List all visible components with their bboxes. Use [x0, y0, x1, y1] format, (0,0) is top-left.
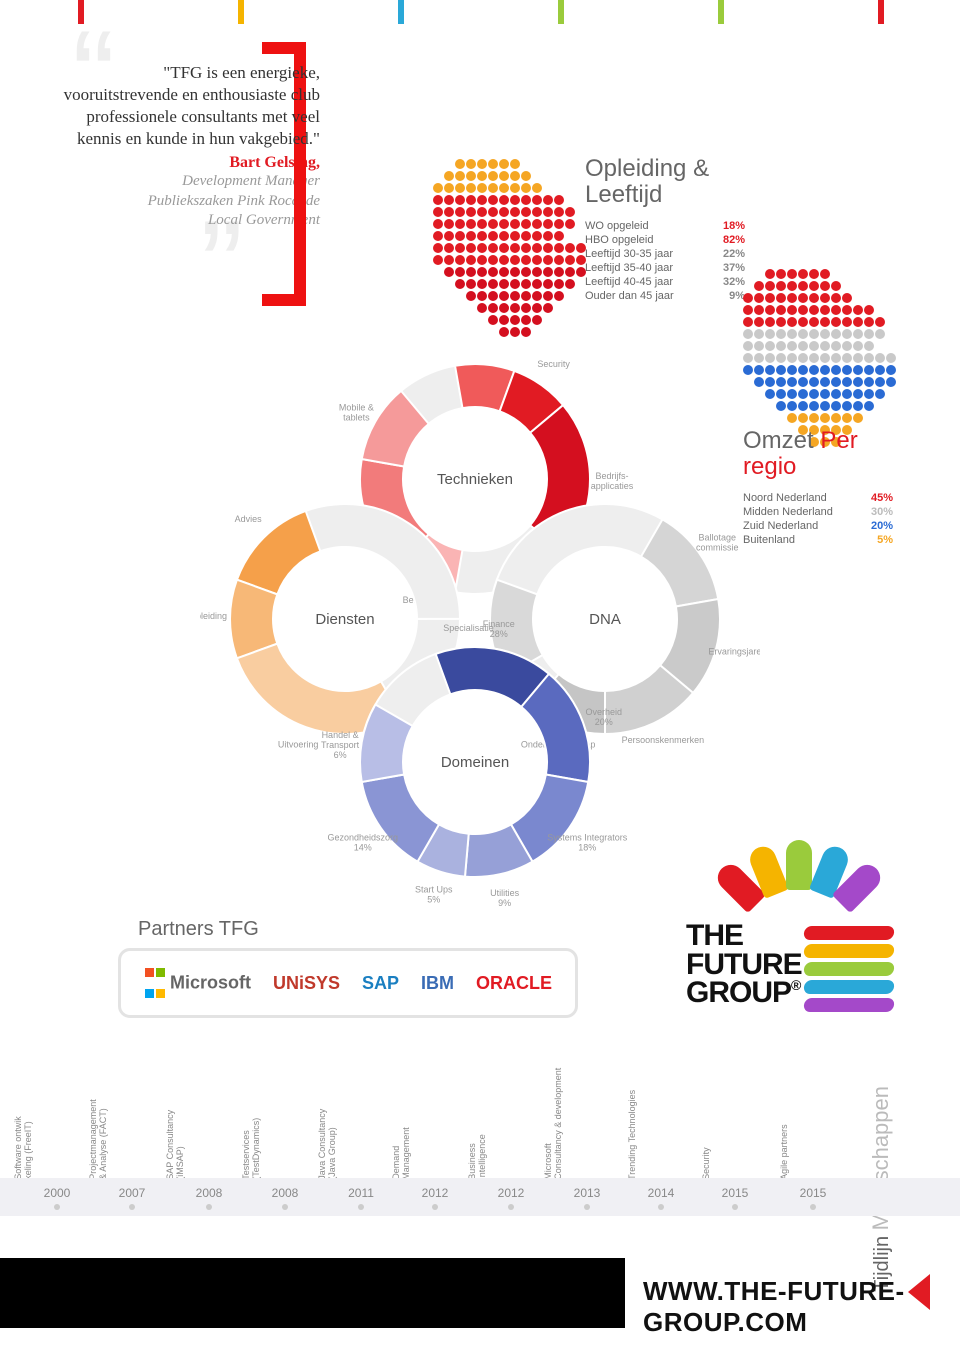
footer: WWW.THE-FUTURE-GROUP.COM [0, 1258, 960, 1328]
omzet-title: Omzet Per regio [743, 428, 893, 481]
svg-text:Systems Integrators: Systems Integrators [547, 833, 628, 843]
svg-text:Uitvoering: Uitvoering [278, 740, 319, 750]
footer-black-bar [0, 1258, 625, 1328]
timeline-label: SAP Consultancy(iMSAP) [166, 1110, 186, 1180]
svg-text:Transport: Transport [321, 740, 360, 750]
svg-text:Ballotage: Ballotage [698, 532, 736, 542]
timeline-labels: Software ontwikkeling (FreeIT) Projectman… [0, 1060, 960, 1180]
timeline-year: 2012 [474, 1186, 548, 1210]
timeline-label: Java Consultancy(Java Group) [318, 1109, 338, 1180]
timeline-bar: 2000200720082008201120122012201320142015… [0, 1178, 960, 1216]
stat-row: Leeftijd 35-40 jaar37% [585, 261, 745, 275]
svg-text:Persoonskenmerken: Persoonskenmerken [622, 735, 705, 745]
top-color-bars [0, 0, 960, 24]
svg-text:28%: 28% [490, 629, 508, 639]
svg-text:Handel &: Handel & [322, 730, 359, 740]
svg-text:commissie: commissie [696, 542, 739, 552]
partners-title: Partners TFG [138, 918, 259, 941]
timeline-label: Trending Technologies [628, 1090, 638, 1180]
partner-logo-sap: SAP [362, 973, 399, 994]
nl-map-omzet [742, 268, 896, 448]
quote-mark-close: ” [200, 240, 243, 292]
svg-text:Diensten: Diensten [315, 611, 374, 628]
stat-row: Noord Nederland45% [743, 491, 893, 505]
svg-text:Ervaringsjaren: Ervaringsjaren [708, 646, 760, 656]
svg-text:DNA: DNA [589, 611, 621, 628]
stat-row: Ouder dan 45 jaar9% [585, 289, 745, 303]
timeline-year: 2012 [398, 1186, 472, 1210]
partner-logo-oracle: ORACLE [476, 973, 552, 994]
svg-text:Finance: Finance [483, 619, 515, 629]
venn-diagram: Technieken Cloud Security Bedrijfs-applicat… [200, 344, 760, 914]
timeline-year: 2013 [550, 1186, 624, 1210]
svg-text:Gezondheidszorg: Gezondheidszorg [328, 833, 399, 843]
svg-text:Advies: Advies [235, 514, 263, 524]
svg-text:Bedrijfs-: Bedrijfs- [595, 471, 628, 481]
stat-row: Buitenland5% [743, 533, 893, 547]
omzet-block: Omzet Per regio Noord Nederland45%Midden… [743, 428, 893, 547]
timeline-year: 2011 [324, 1186, 398, 1210]
svg-text:9%: 9% [498, 898, 511, 908]
svg-text:14%: 14% [354, 843, 372, 853]
svg-text:Start Ups: Start Ups [415, 885, 453, 895]
partner-logo-ibm: IBM [421, 973, 454, 994]
timeline-label: Security [702, 1147, 712, 1180]
svg-text:6%: 6% [334, 750, 347, 760]
stat-row: Zuid Nederland20% [743, 519, 893, 533]
partners-box: Microsoft UNiSYS SAP IBM ORACLE [118, 948, 578, 1018]
svg-text:Security: Security [537, 359, 570, 369]
timeline-year: 2000 [20, 1186, 94, 1210]
stat-row: Leeftijd 30-35 jaar22% [585, 247, 745, 261]
stat-row: Midden Nederland30% [743, 505, 893, 519]
svg-text:18%: 18% [578, 843, 596, 853]
svg-text:Opleiding: Opleiding [200, 611, 227, 621]
svg-text:applicaties: applicaties [591, 481, 634, 491]
timeline-label: Testservices(TestDynamics) [242, 1118, 262, 1180]
timeline-year: 2008 [172, 1186, 246, 1210]
stat-row: WO opgeleid18% [585, 219, 745, 233]
timeline-label: DemandManagement [392, 1127, 412, 1180]
svg-text:Domeinen: Domeinen [441, 754, 509, 771]
svg-text:Mobile &: Mobile & [339, 403, 374, 413]
timeline-label: Agile partners [780, 1124, 790, 1180]
stat-row: HBO opgeleid82% [585, 233, 745, 247]
venn-svg: Technieken Cloud Security Bedrijfs-applicat… [200, 344, 760, 914]
nl-map-opleiding [432, 158, 586, 338]
timeline-label: MicrosoftConsultancy & development [544, 1068, 564, 1180]
stat-row: Leeftijd 40-45 jaar32% [585, 275, 745, 289]
timeline-year: 2007 [95, 1186, 169, 1210]
svg-text:Cloud: Cloud [475, 344, 499, 345]
timeline-year: 2015 [776, 1186, 850, 1210]
opleiding-title: Opleiding &Leeftijd [585, 156, 745, 209]
timeline-year: 2014 [624, 1186, 698, 1210]
footer-arrow-icon [908, 1274, 930, 1310]
partner-logo-microsoft: Microsoft [144, 962, 251, 1004]
timeline-label: BusinessIntelligence [468, 1134, 488, 1180]
timeline-label: Software ontwikkeling (FreeIT) [14, 1116, 34, 1180]
quote-text: "TFG is een energieke, vooruitstrevende … [60, 62, 320, 150]
timeline-label: Projectmanagement& Analyse (FACT) [89, 1099, 109, 1180]
svg-text:tablets: tablets [343, 413, 370, 423]
svg-text:Overheid: Overheid [585, 707, 622, 717]
svg-text:Technieken: Technieken [437, 471, 513, 488]
partner-logo-unisys: UNiSYS [273, 973, 340, 994]
tfg-logo: THEFUTUREGROUP® [686, 836, 896, 1008]
timeline-year: 2008 [248, 1186, 322, 1210]
opleiding-block: Opleiding &Leeftijd WO opgeleid18%HBO op… [585, 156, 745, 303]
timeline-year: 2015 [698, 1186, 772, 1210]
svg-text:20%: 20% [595, 717, 613, 727]
svg-text:Utilities: Utilities [490, 888, 520, 898]
svg-text:5%: 5% [427, 895, 440, 905]
